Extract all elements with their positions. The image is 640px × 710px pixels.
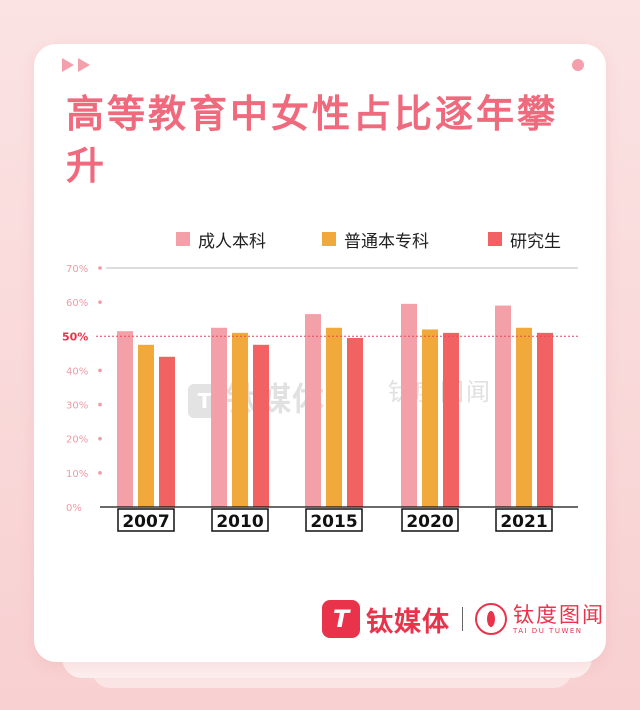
category-box (305, 508, 363, 532)
bar-2015-1 (326, 327, 342, 507)
bar-2021-1 (516, 327, 532, 507)
x-tick-label: 2007 (122, 512, 169, 532)
legend-swatch (322, 232, 336, 246)
y-tick-label: 0% (66, 503, 82, 514)
legend-label: 普通本专科 (344, 231, 429, 252)
brand-footer: T 钛媒体 钛度图闻 TAI DU TUWEN (322, 599, 605, 639)
y-tick-dot (98, 300, 102, 304)
bar-2015-0 (305, 314, 321, 507)
double-play-icon (62, 58, 90, 72)
legend-swatch (488, 232, 502, 246)
y-tick-label: 70% (66, 264, 88, 275)
partner-subtitle: TAI DU TUWEN (513, 627, 583, 635)
y-tick-dot (98, 471, 102, 475)
bar-2007-1 (138, 344, 154, 507)
bar-2021-0 (495, 305, 511, 507)
brand-name: 钛媒体 (366, 606, 450, 638)
bar-2015-2 (347, 337, 363, 507)
y-tick-dot (98, 266, 102, 270)
y-tick-label: 60% (66, 298, 88, 309)
y-tick-label: 30% (66, 401, 88, 412)
y-tick-dot (98, 402, 102, 407)
bar-2007-2 (159, 356, 175, 507)
y-tick-label: 20% (66, 435, 88, 446)
x-tick-label: 2021 (500, 512, 547, 532)
divider (462, 607, 463, 631)
reference-label-bg (58, 328, 94, 345)
bar-2010-0 (211, 327, 227, 507)
bar-2020-1 (422, 329, 438, 507)
legend-label: 成人本科 (198, 231, 266, 252)
legend-item-graduate: 研究生 (488, 227, 561, 252)
x-tick-label: 2010 (216, 512, 263, 532)
bar-2010-1 (232, 332, 248, 507)
category-box (211, 508, 269, 532)
category-box (495, 508, 553, 532)
partner-logo-icon (475, 603, 507, 635)
bar-2010-2 (253, 344, 269, 507)
brand-logo-icon: T (322, 600, 360, 638)
y-tick-dot (98, 368, 102, 373)
legend-item-adult: 成人本科 (176, 227, 266, 252)
x-tick-label: 2015 (310, 512, 357, 532)
legend-swatch (176, 232, 190, 246)
y-tick-label: 10% (66, 469, 88, 480)
reference-label: 50% (62, 330, 88, 343)
y-tick-dot (98, 436, 102, 441)
y-tick-label: 40% (66, 366, 88, 377)
partner-name: 钛度图闻 (513, 603, 605, 627)
category-box (117, 508, 175, 532)
x-tick-label: 2020 (406, 512, 453, 532)
bar-2020-2 (443, 332, 459, 507)
category-box (401, 508, 459, 532)
legend-item-regular: 普通本专科 (322, 227, 429, 252)
bar-2021-2 (537, 332, 553, 507)
corner-dot-icon (572, 59, 584, 71)
legend-label: 研究生 (510, 231, 561, 252)
bar-2007-0 (117, 331, 133, 507)
chart-title: 高等教育中女性占比逐年攀升 (66, 92, 559, 188)
bar-2020-0 (401, 303, 417, 507)
